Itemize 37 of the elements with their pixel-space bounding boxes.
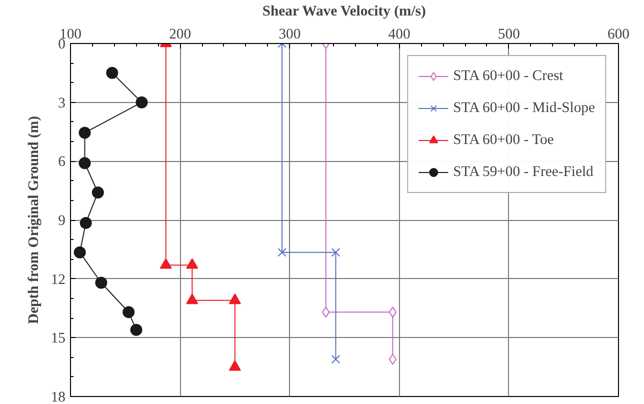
point (331, 354, 340, 364)
point (388, 306, 397, 318)
point (388, 354, 397, 365)
y-tick-label: 18 (50, 390, 66, 404)
legend-label: STA 59+00 - Free-Field (453, 164, 594, 180)
point (92, 186, 104, 199)
point (80, 216, 92, 229)
point (331, 248, 340, 257)
legend-label: STA 60+00 - Crest (453, 68, 564, 84)
y-tick-label: 12 (50, 272, 66, 288)
point (130, 324, 142, 336)
point (74, 246, 86, 258)
point (186, 258, 198, 269)
legend-label: STA 60+00 - Mid-Slope (453, 100, 595, 116)
y-axis-title: Depth from Original Ground (m) (26, 116, 42, 324)
x-tick-label: 300 (278, 26, 301, 42)
point (228, 294, 241, 304)
point (228, 360, 241, 371)
point (160, 258, 172, 269)
y-tick-label: 3 (58, 95, 66, 112)
point (78, 126, 91, 139)
point (106, 66, 118, 79)
y-tick-label: 15 (50, 330, 66, 347)
point (78, 157, 91, 170)
point (122, 306, 135, 318)
x-tick-label: 400 (388, 26, 410, 42)
point (136, 96, 148, 108)
y-tick-label: 9 (58, 213, 66, 229)
x-tick-label: 600 (608, 26, 630, 42)
x-tick-label: 500 (498, 26, 520, 42)
x-tick-label: 200 (169, 26, 192, 42)
point (278, 248, 286, 257)
x-axis-title: Shear Wave Velocity (m/s) (262, 4, 426, 20)
y-tick-label: 6 (58, 154, 66, 170)
point (186, 294, 198, 304)
point (95, 276, 108, 289)
legend-label: STA 60+00 - Toe (453, 132, 554, 148)
